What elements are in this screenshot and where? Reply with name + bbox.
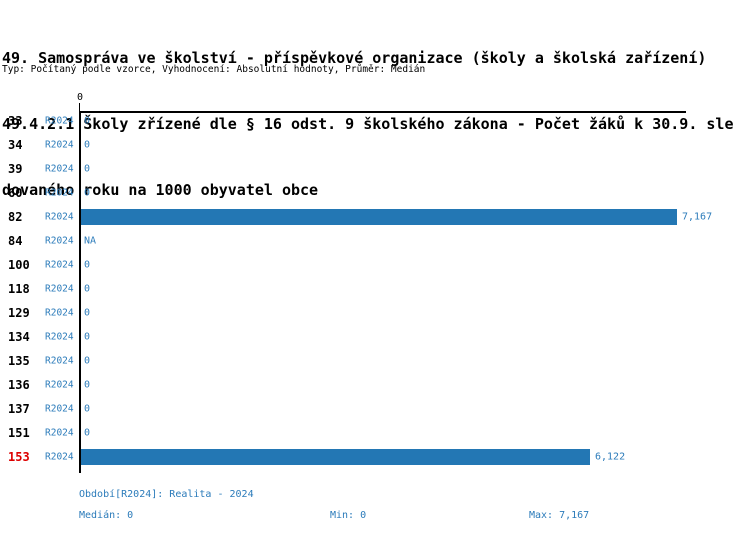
row-category-label: 84 [8,234,23,248]
bar-row: 134 R2024 0 [0,325,750,349]
row-series-label: R2024 [45,187,74,199]
footer-period-label: Období[R2024]: Realita - 2024 [79,489,254,500]
row-series-label: R2024 [45,139,74,151]
bar-row: 129 R2024 0 [0,301,750,325]
value-bar [81,209,677,225]
row-category-label: 33 [8,114,23,128]
x-axis-tick-mark [79,103,80,111]
row-category-label: 82 [8,210,23,224]
bar-row: 118 R2024 0 [0,277,750,301]
row-category-label: 134 [8,330,30,344]
row-series-label: R2024 [45,115,74,127]
chart-title-line-1: 49. Samospráva ve školství - příspěvkové… [2,49,707,67]
row-category-label: 135 [8,354,30,368]
bar-row: 151 R2024 0 [0,421,750,445]
row-value-label: 0 [84,427,91,439]
row-value-label: 0 [84,259,91,271]
row-category-label: 34 [8,138,23,152]
row-value-label: 0 [84,379,91,391]
row-value-label: 0 [84,331,91,343]
row-series-label: R2024 [45,379,74,391]
footer-max-label: Max: 7,167 [529,510,590,521]
row-category-label: 118 [8,282,30,296]
bar-row: 34 R2024 0 [0,133,750,157]
row-value-label: 0 [84,187,91,199]
bar-row: 100 R2024 0 [0,253,750,277]
row-category-label: 137 [8,402,30,416]
row-value-label: 0 [84,403,91,415]
bar-row: 137 R2024 0 [0,397,750,421]
chart-title-line-3: dovaného roku na 1000 obyvatel obce [2,181,319,199]
bar-row: 82 R2024 7,167 [0,205,750,229]
row-value-label: 0 [84,115,91,127]
row-category-label: 153 [8,450,30,464]
row-series-label: R2024 [45,427,74,439]
row-series-label: R2024 [45,259,74,271]
row-category-label: 39 [8,162,23,176]
bar-row: 135 R2024 0 [0,349,750,373]
row-series-label: R2024 [45,211,74,223]
x-axis-line [79,111,686,113]
chart-title: 49. Samospráva ve školství - příspěvkové… [2,3,734,245]
row-series-label: R2024 [45,451,74,463]
bar-row: 60 R2024 0 [0,181,750,205]
chart-title-line-2: 49.4.2.1 Školy zřízené dle § 16 odst. 9 … [2,115,734,133]
footer-median-label: Medián: 0 [79,510,134,521]
row-series-label: R2024 [45,307,74,319]
row-category-label: 60 [8,186,23,200]
row-category-label: 129 [8,306,30,320]
row-value-label: 0 [84,139,91,151]
row-value-label: 6,122 [595,451,626,463]
row-value-label: 0 [84,355,91,367]
row-category-label: 136 [8,378,30,392]
row-series-label: R2024 [45,163,74,175]
bar-row: 33 R2024 0 [0,109,750,133]
bar-row: 39 R2024 0 [0,157,750,181]
row-category-label: 100 [8,258,30,272]
footer-min-label: Min: 0 [330,510,367,521]
row-value-label: 0 [84,163,91,175]
row-series-label: R2024 [45,331,74,343]
chart-subtitle: Typ: Počítaný podle vzorce, Vyhodnocení:… [2,64,426,75]
bar-row: 84 R2024 NA [0,229,750,253]
x-axis-origin-tick-label: 0 [76,92,84,103]
value-bar [81,449,590,465]
row-series-label: R2024 [45,355,74,367]
row-series-label: R2024 [45,283,74,295]
bar-row: 153 R2024 6,122 [0,445,750,469]
bar-row: 136 R2024 0 [0,373,750,397]
row-value-label: 7,167 [682,211,713,223]
y-axis-line [79,111,81,473]
row-value-label: NA [84,235,97,247]
row-series-label: R2024 [45,235,74,247]
row-value-label: 0 [84,307,91,319]
row-category-label: 151 [8,426,30,440]
row-series-label: R2024 [45,403,74,415]
row-value-label: 0 [84,283,91,295]
